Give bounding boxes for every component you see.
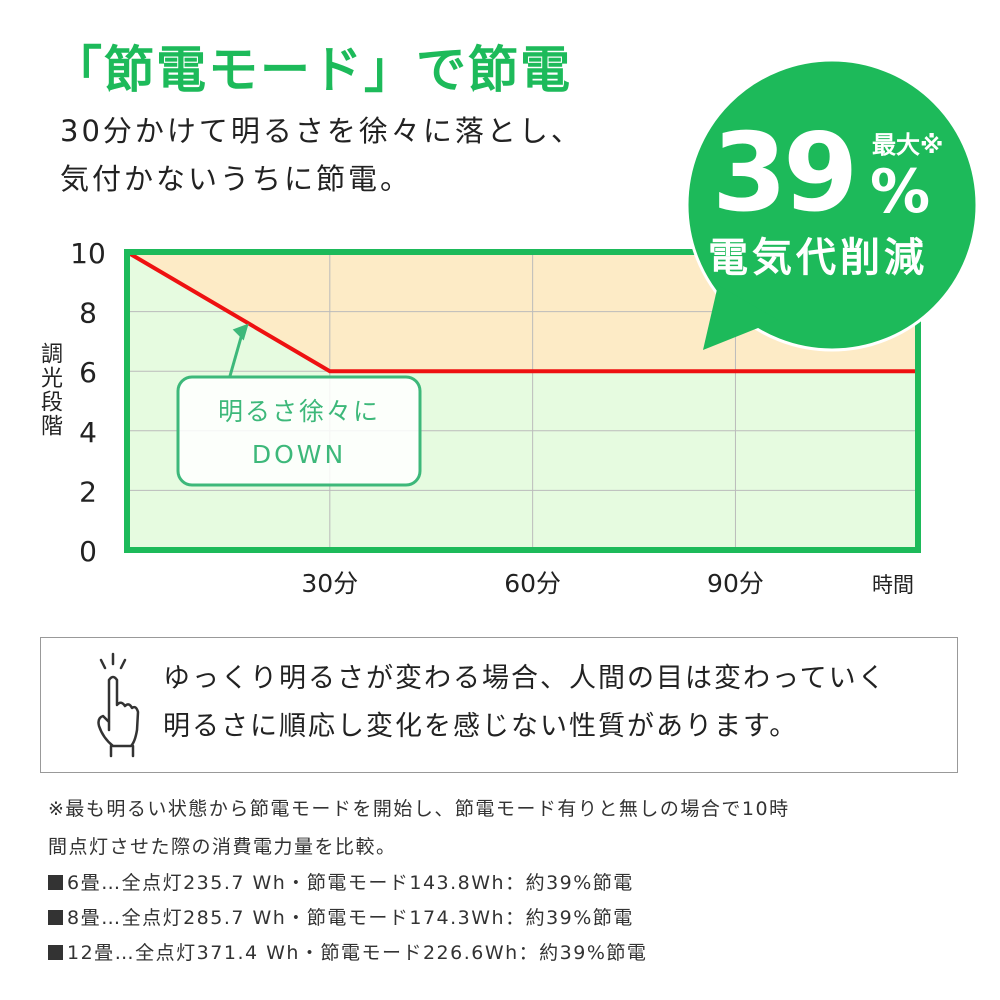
pointing-hand-icon [97, 652, 140, 758]
series-line [125, 250, 918, 374]
x-tick-label: 90分 [707, 569, 764, 598]
y-tick-label: 8 [79, 297, 97, 330]
arrowhead-icon [232, 323, 249, 341]
annotation-arrow [228, 331, 245, 377]
y-tick-label: 4 [79, 416, 97, 449]
footnote-line-2: 間点灯させた際の消費電力量を比較。 [48, 836, 397, 858]
footnote-line-1: ※最も明るい状態から節電モードを開始し、節電モード有りと無しの場合で10時 [48, 798, 790, 820]
y-axis-label: 調光段階 [37, 342, 62, 438]
y-tick-label: 0 [79, 535, 97, 568]
y-tick-label: 2 [79, 475, 97, 508]
footnote-item: 6畳…全点灯235.7 Wh・節電モード143.8Wh：約39%節電 [48, 871, 634, 895]
footnote-item-text: 6畳…全点灯235.7 Wh・節電モード143.8Wh：約39%節電 [67, 872, 634, 894]
footnote-item: 8畳…全点灯285.7 Wh・節電モード174.3Wh：約39%節電 [48, 906, 634, 930]
footnote-item-text: 12畳…全点灯371.4 Wh・節電モード226.6Wh：約39%節電 [67, 942, 648, 964]
annotation-box [176, 375, 422, 487]
annotation-line-1: 明るさ徐々に [218, 397, 380, 426]
annotation-line-2: DOWN [252, 440, 346, 469]
badge-unit: % [870, 157, 931, 227]
plot-frame [124, 249, 921, 553]
badge-prefix: 最大※ [872, 131, 944, 159]
page-title: 「節電モード」で節電 [52, 41, 572, 99]
note-line-2: 明るさに順応し変化を感じない性質があります。 [163, 711, 799, 742]
speech-bubble [685, 60, 979, 352]
subtitle-line-2: 気付かないうちに節電。 [60, 162, 413, 196]
x-tick-label: 30分 [301, 569, 358, 598]
square-bullet-icon [48, 945, 63, 960]
x-tick-label: 60分 [504, 569, 561, 598]
square-bullet-icon [48, 875, 63, 890]
square-bullet-icon [48, 910, 63, 925]
x-axis-label: 時間 [872, 573, 914, 597]
y-tick-label: 10 [70, 237, 106, 270]
subtitle-line-1: 30分かけて明るさを徐々に落とし、 [60, 114, 583, 148]
note-line-1: ゆっくり明るさが変わる場合、人間の目は変わっていく [163, 663, 887, 694]
y-tick-label: 6 [79, 356, 97, 389]
footnote-item-text: 8畳…全点灯285.7 Wh・節電モード174.3Wh：約39%節電 [67, 907, 634, 929]
note-box: ゆっくり明るさが変わる場合、人間の目は変わっていく 明るさに順応し変化を感じない… [40, 637, 958, 773]
badge-caption: 電気代削減 [708, 235, 928, 281]
footnote-item: 12畳…全点灯371.4 Wh・節電モード226.6Wh：約39%節電 [48, 941, 647, 965]
badge-value: 39 [712, 111, 858, 236]
